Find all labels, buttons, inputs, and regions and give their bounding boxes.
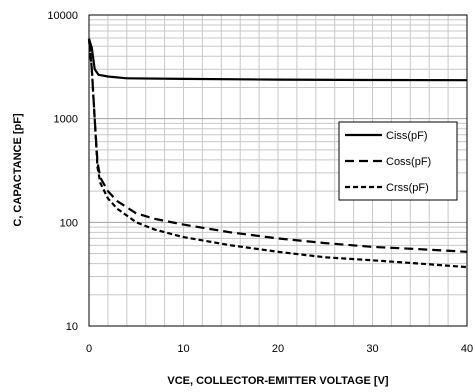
y-tick-label: 10000 — [47, 10, 78, 22]
x-axis-title: VCE, COLLECTOR-EMITTER VOLTAGE [V] — [167, 375, 389, 387]
legend-label: Crss(pF) — [386, 182, 429, 194]
series-lines — [87, 38, 468, 269]
series-line-coss-pf — [87, 38, 468, 253]
x-tick-label: 0 — [86, 343, 92, 355]
y-tick-label: 10 — [66, 321, 78, 333]
series-line-ciss-pf — [87, 38, 468, 82]
x-tick-label: 20 — [272, 343, 284, 355]
legend-label: Coss(pF) — [386, 156, 431, 168]
y-tick-label: 100 — [60, 217, 78, 229]
x-tick-label: 10 — [177, 343, 189, 355]
x-tick-label: 40 — [461, 343, 473, 355]
legend-label: Ciss(pF) — [386, 130, 428, 142]
legend: Ciss(pF) Coss(pF) Crss(pF) — [338, 121, 458, 201]
y-tick-label: 1000 — [54, 114, 78, 126]
plot-frame — [88, 14, 468, 327]
series-line-crss-pf — [87, 38, 468, 269]
x-tick-labels: 0 10 20 30 40 — [86, 343, 473, 355]
y-axis-title: C, CAPACTANCE [pF] — [12, 113, 24, 227]
x-tick-label: 30 — [366, 343, 378, 355]
y-tick-labels: 10 100 1000 10000 — [47, 10, 78, 333]
